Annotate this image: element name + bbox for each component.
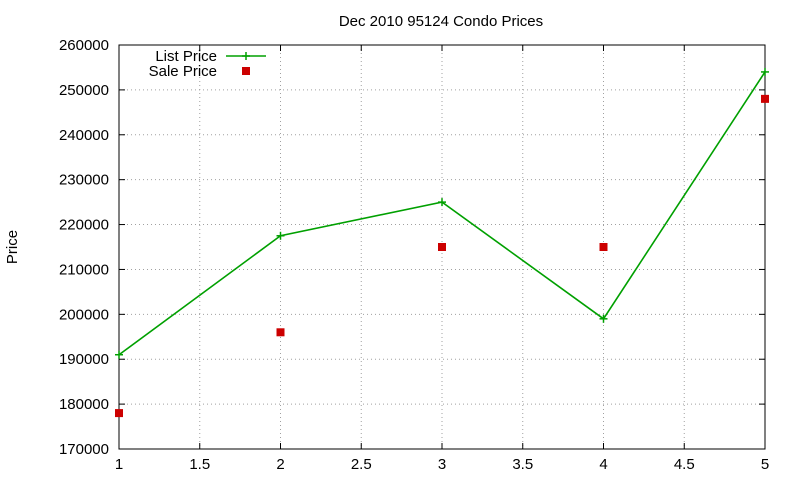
y-tick-label: 250000 [59, 82, 109, 99]
data-point [761, 67, 769, 76]
y-tick-label: 190000 [59, 351, 109, 368]
legend-marker [242, 67, 250, 75]
series-layer [115, 67, 769, 418]
legend-label: Sale Price [149, 63, 217, 80]
legend-marker [242, 52, 250, 60]
y-tick-label: 170000 [59, 441, 109, 458]
x-tick-label: 1.5 [189, 456, 210, 473]
data-point [438, 198, 446, 207]
data-point [276, 231, 285, 240]
y-tick-label: 200000 [59, 306, 109, 323]
axes: 1 1.5 2 2.5 3 3.5 4 4.5 5 170000 180000 190000 20000… [59, 37, 769, 473]
y-tick-label: 210000 [59, 261, 109, 278]
legend-label: List Price [155, 48, 217, 65]
x-tick-label: 5 [761, 456, 769, 473]
y-tick-label: 260000 [59, 37, 109, 54]
y-tick-label: 180000 [59, 396, 109, 413]
x-tick-label: 2 [276, 456, 284, 473]
y-axis-label: Price [4, 230, 21, 264]
data-point [115, 350, 123, 359]
data-point [115, 409, 123, 418]
data-point [761, 94, 769, 103]
data-point [599, 243, 608, 251]
x-tick-label: 1 [115, 456, 123, 473]
y-tick-label: 230000 [59, 172, 109, 189]
series-sale-price [115, 94, 769, 418]
x-tick-label: 4.5 [674, 456, 695, 473]
y-tick-label: 240000 [59, 127, 109, 144]
x-tick-label: 2.5 [351, 456, 372, 473]
x-tick-label: 4 [599, 456, 607, 473]
y-tick-label: 220000 [59, 217, 109, 234]
x-tick-label: 3 [438, 456, 446, 473]
chart-title: Dec 2010 95124 Condo Prices [339, 13, 543, 30]
data-point [599, 314, 608, 323]
x-tick-label: 3.5 [512, 456, 533, 473]
data-point [438, 243, 446, 251]
data-point [276, 328, 285, 337]
series-list-price [115, 67, 769, 359]
